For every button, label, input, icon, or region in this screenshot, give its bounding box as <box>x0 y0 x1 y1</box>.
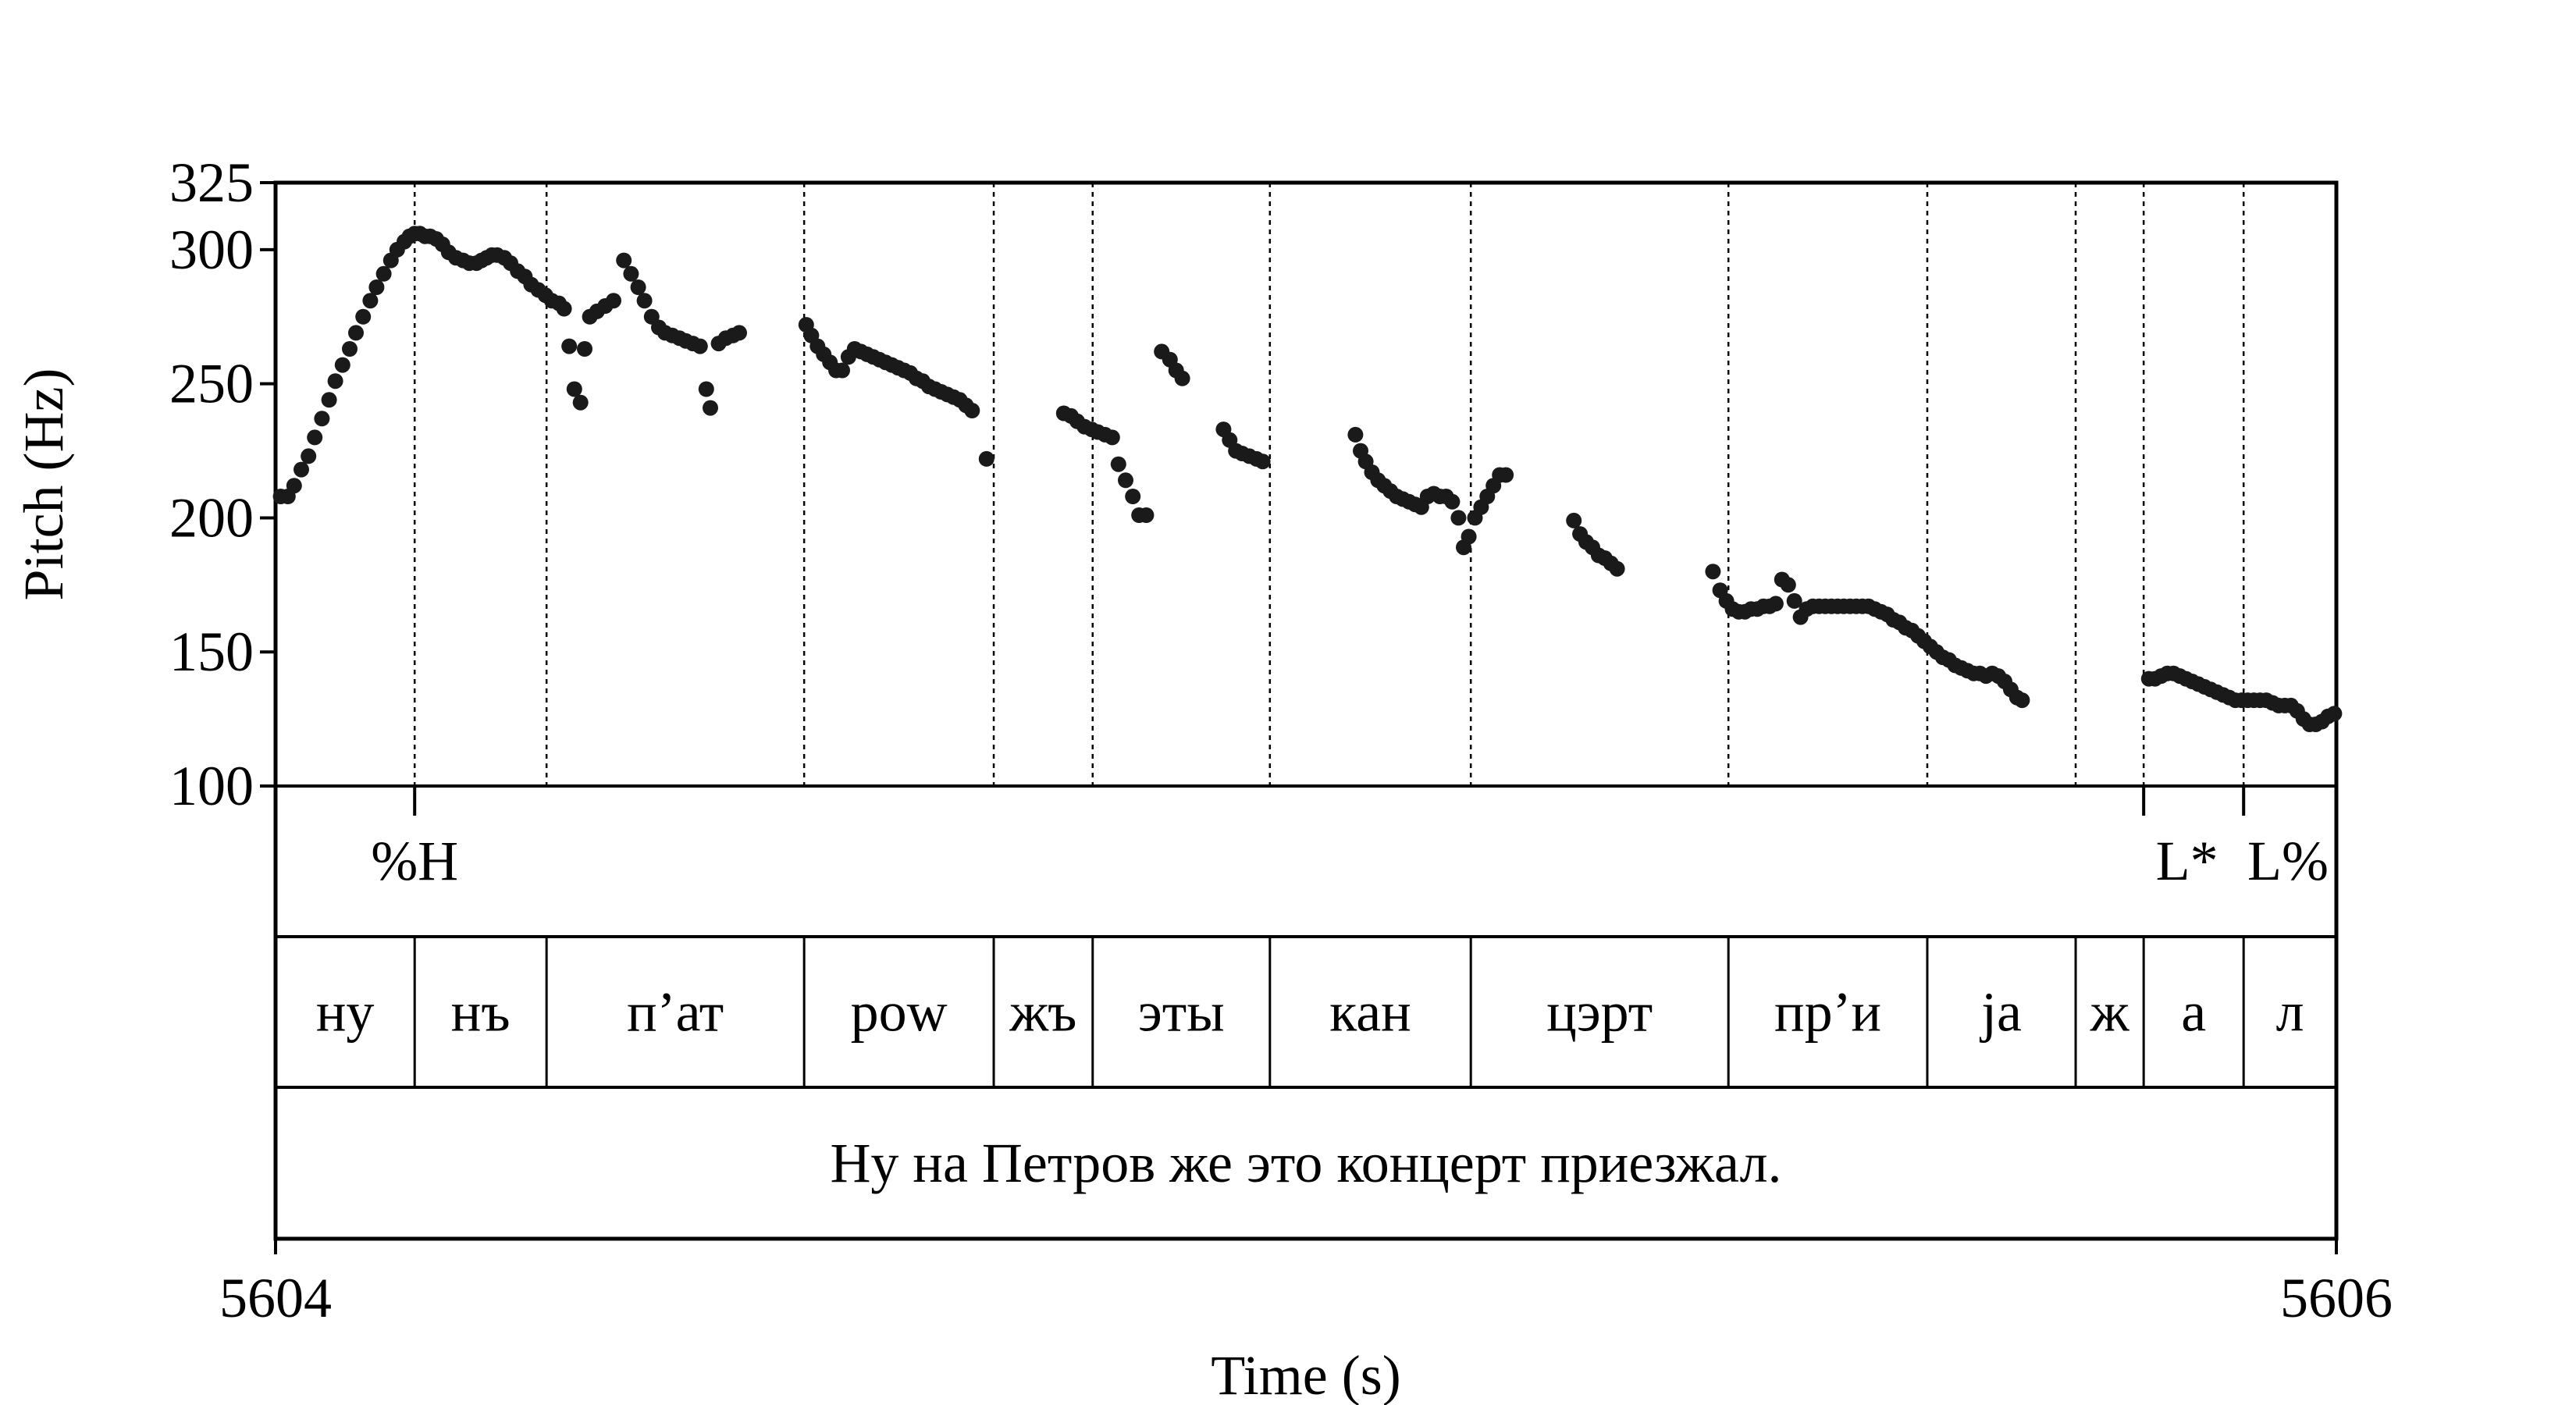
pitch-point <box>1174 370 1190 386</box>
pitch-point <box>636 293 653 309</box>
pitch-point <box>294 461 309 478</box>
pitch-point <box>355 308 372 325</box>
pitch-point <box>561 338 578 354</box>
pitch-point <box>1254 454 1271 470</box>
syllable-label: ну <box>316 981 375 1044</box>
syllable-label: эты <box>1138 981 1225 1044</box>
pitch-point <box>623 265 639 282</box>
pitch-point <box>286 478 302 494</box>
syllable-label: pow <box>851 981 948 1044</box>
pitch-point <box>556 301 572 317</box>
pitch-point <box>1780 577 1796 593</box>
pitch-point <box>566 381 582 397</box>
sentence-label: Ну на Петров же это концерт приезжал. <box>830 1132 1781 1194</box>
pitch-point <box>301 448 317 464</box>
x-tick-label: 5604 <box>219 1267 332 1329</box>
syllable-label: жъ <box>1009 981 1076 1044</box>
pitch-point <box>321 392 337 408</box>
pitch-point <box>314 411 330 427</box>
y-tick-label: 150 <box>169 621 254 683</box>
pitch-point <box>2014 692 2030 709</box>
y-tick-label: 100 <box>169 755 254 817</box>
syllable-label: кан <box>1329 981 1411 1044</box>
syllable-label: а <box>2181 981 2206 1044</box>
pitch-point <box>1104 429 1120 446</box>
x-tick-label: 5606 <box>2280 1267 2393 1329</box>
pitch-point <box>703 400 718 416</box>
pitch-point <box>1498 467 1514 483</box>
tone-tier: %H L* L% <box>371 786 2329 892</box>
pitch-point <box>1609 560 1625 577</box>
tier-lines <box>276 784 2336 1089</box>
pitch-point <box>731 325 747 341</box>
tone-label: L% <box>2247 830 2329 892</box>
pitch-point <box>1566 512 1582 528</box>
pitch-point <box>334 357 350 373</box>
syllable-tier: ну нъ п’ат pow жъ эты кан цэрт пр’и ja ж а л <box>316 981 2304 1044</box>
pitch-point <box>1786 592 1802 609</box>
pitch-point <box>327 373 343 389</box>
syllable-label: л <box>2276 981 2304 1044</box>
syllable-label: цэрт <box>1546 981 1653 1044</box>
pitch-point <box>375 265 392 282</box>
y-tick-label: 200 <box>169 486 254 549</box>
pitch-point <box>368 279 385 295</box>
pitch-point <box>606 293 621 309</box>
pitch-point <box>1347 426 1364 443</box>
pitch-point <box>572 394 589 411</box>
y-tick-label: 300 <box>169 219 254 281</box>
pitch-point <box>342 341 358 357</box>
pitch-point <box>616 252 632 269</box>
pitch-point <box>978 450 994 467</box>
pitch-point <box>964 403 980 418</box>
pitch-point <box>834 362 850 379</box>
syllable-label: п’ат <box>627 981 724 1044</box>
x-axis-title: Time (s) <box>1211 1344 1400 1405</box>
syllable-label: пр’и <box>1774 981 1881 1044</box>
syllable-label: ж <box>2090 981 2130 1044</box>
pitch-point <box>1110 456 1126 472</box>
pitch-point <box>1767 596 1784 612</box>
y-axis-title: Pitch (Hz) <box>12 368 75 601</box>
syllable-label: нъ <box>451 981 511 1044</box>
pitch-point <box>348 325 364 341</box>
pitch-point <box>307 429 323 446</box>
pitch-point <box>1450 510 1467 526</box>
y-tick-label: 250 <box>169 353 254 415</box>
pitch-point <box>630 279 646 295</box>
pitch-points <box>272 226 2343 732</box>
pitch-point <box>1125 489 1141 504</box>
pitch-point <box>577 341 592 357</box>
syllable-boundary-lines <box>413 183 2245 786</box>
pitch-point <box>362 293 379 309</box>
pitch-point <box>1138 507 1155 523</box>
pitch-point <box>698 381 714 397</box>
pitch-point <box>1705 564 1721 580</box>
pitch-point <box>2326 706 2343 722</box>
pitch-point <box>1461 528 1477 545</box>
pitch-point <box>1444 493 1461 510</box>
x-axis: 5604 5606 <box>219 1239 2393 1329</box>
tone-label: %H <box>371 830 458 892</box>
pitch-point <box>692 338 708 354</box>
pitch-point <box>1118 472 1133 489</box>
tone-label: L* <box>2156 830 2218 892</box>
syllable-label: ja <box>1979 981 2022 1044</box>
y-tick-label: 325 <box>169 151 254 214</box>
